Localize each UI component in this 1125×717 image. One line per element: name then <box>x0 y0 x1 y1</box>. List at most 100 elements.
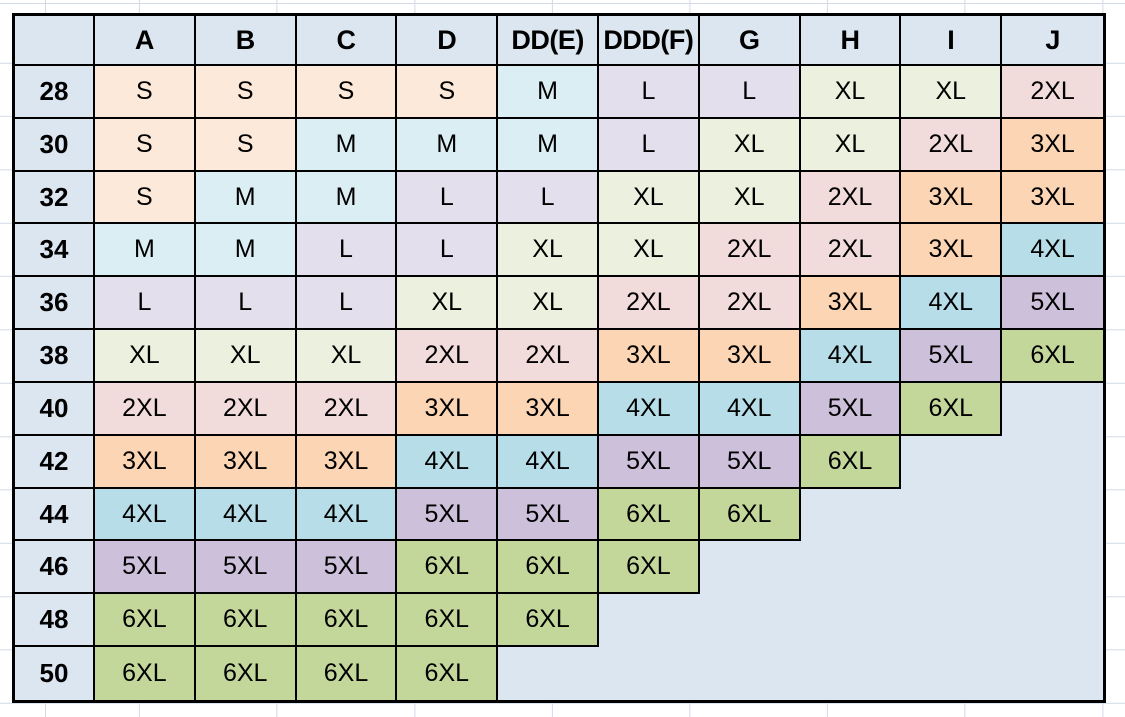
empty-cell <box>801 489 902 542</box>
size-cell-28-a: S <box>95 66 196 119</box>
row-label-36: 36 <box>15 277 95 331</box>
column-header-j: J <box>1002 16 1103 66</box>
size-cell-28-c: S <box>296 66 398 119</box>
empty-cell <box>700 541 801 594</box>
size-cell-40-g: 4XL <box>699 382 801 436</box>
size-cell-32-a: S <box>95 171 196 225</box>
size-cell-36-d: XL <box>397 277 499 331</box>
size-cell-30-d: M <box>397 118 499 172</box>
size-cell-44-a: 4XL <box>95 488 196 542</box>
size-cell-32-d: L <box>397 171 499 225</box>
empty-cell <box>1002 489 1103 542</box>
empty-cell <box>901 436 1002 489</box>
row-label-46: 46 <box>15 541 95 595</box>
size-cell-36-h: 3XL <box>800 277 902 331</box>
column-header-b: B <box>195 16 297 66</box>
size-cell-30-ddd(f): L <box>599 118 700 172</box>
size-cell-28-ddd(f): L <box>599 66 700 119</box>
size-cell-48-c: 6XL <box>296 594 398 648</box>
size-cell-32-b: M <box>195 171 297 225</box>
empty-cell <box>1002 383 1103 436</box>
row-label-42: 42 <box>15 435 95 489</box>
size-cell-30-h: XL <box>800 118 902 172</box>
size-cell-38-j: 6XL <box>1002 330 1103 383</box>
size-cell-36-j: 5XL <box>1002 277 1103 331</box>
row-label-30: 30 <box>15 118 95 172</box>
size-cell-32-dd(e): L <box>498 171 599 225</box>
size-cell-36-a: L <box>95 277 196 331</box>
size-cell-48-a: 6XL <box>95 594 196 648</box>
size-cell-38-b: XL <box>195 330 297 383</box>
empty-cell <box>599 647 700 700</box>
size-cell-38-h: 4XL <box>800 330 902 383</box>
size-cell-40-b: 2XL <box>195 382 297 436</box>
size-cell-32-ddd(f): XL <box>599 171 700 225</box>
column-header-i: I <box>901 16 1003 66</box>
size-cell-28-g: L <box>699 66 801 119</box>
size-cell-30-c: M <box>296 118 398 172</box>
size-cell-42-d: 4XL <box>397 435 499 489</box>
size-cell-34-dd(e): XL <box>498 224 599 278</box>
size-cell-42-c: 3XL <box>296 435 398 489</box>
empty-cell <box>1002 647 1103 700</box>
size-cell-34-i: 3XL <box>901 224 1003 278</box>
size-cell-30-b: S <box>195 118 297 172</box>
row-label-44: 44 <box>15 488 95 542</box>
size-cell-36-g: 2XL <box>699 277 801 331</box>
size-cell-34-b: M <box>195 224 297 278</box>
size-cell-34-a: M <box>95 224 196 278</box>
size-cell-32-g: XL <box>699 171 801 225</box>
empty-cell <box>801 541 902 594</box>
row-label-40: 40 <box>15 382 95 436</box>
size-cell-42-b: 3XL <box>195 435 297 489</box>
size-chart-table: A B C D DD(E) DDD(F) G H I J 28 S S S S M L L XL XL 2XL 30 S S M… <box>12 13 1106 703</box>
size-cell-30-j: 3XL <box>1002 118 1103 172</box>
size-cell-32-h: 2XL <box>800 171 902 225</box>
size-cell-28-i: XL <box>901 66 1003 119</box>
size-cell-46-c: 5XL <box>296 541 398 595</box>
empty-cell <box>1002 436 1103 489</box>
size-cell-30-g: XL <box>699 118 801 172</box>
empty-cell <box>901 647 1002 700</box>
size-cell-36-i: 4XL <box>901 277 1003 331</box>
size-cell-42-ddd(f): 5XL <box>599 435 700 489</box>
size-cell-50-c: 6XL <box>296 647 398 700</box>
empty-cell <box>801 594 902 647</box>
size-cell-34-g: 2XL <box>699 224 801 278</box>
size-cell-42-dd(e): 4XL <box>498 435 599 489</box>
size-cell-46-a: 5XL <box>95 541 196 595</box>
size-cell-50-a: 6XL <box>95 647 196 700</box>
column-header-dd(e): DD(E) <box>498 16 599 66</box>
size-cell-46-dd(e): 6XL <box>498 541 599 595</box>
size-cell-42-h: 6XL <box>800 435 902 489</box>
column-header-g: G <box>699 16 801 66</box>
size-cell-30-dd(e): M <box>498 118 599 172</box>
size-cell-34-ddd(f): XL <box>599 224 700 278</box>
size-cell-32-i: 3XL <box>901 171 1003 225</box>
size-cell-34-h: 2XL <box>800 224 902 278</box>
size-cell-44-b: 4XL <box>195 488 297 542</box>
size-cell-44-ddd(f): 6XL <box>599 488 700 542</box>
size-cell-34-j: 4XL <box>1002 224 1103 278</box>
size-cell-36-ddd(f): 2XL <box>599 277 700 331</box>
size-cell-48-dd(e): 6XL <box>498 594 599 648</box>
size-cell-28-j: 2XL <box>1002 66 1103 119</box>
size-cell-34-c: L <box>296 224 398 278</box>
empty-cell <box>901 541 1002 594</box>
size-cell-36-c: L <box>296 277 398 331</box>
row-label-50: 50 <box>15 647 95 700</box>
row-label-34: 34 <box>15 224 95 278</box>
size-cell-28-dd(e): M <box>498 66 599 119</box>
column-header-c: C <box>296 16 398 66</box>
size-cell-40-dd(e): 3XL <box>498 382 599 436</box>
empty-cell <box>599 594 700 647</box>
empty-cell <box>801 647 902 700</box>
empty-cell <box>901 489 1002 542</box>
size-cell-38-i: 5XL <box>901 330 1003 383</box>
size-cell-48-b: 6XL <box>195 594 297 648</box>
size-cell-28-h: XL <box>800 66 902 119</box>
size-cell-38-a: XL <box>95 330 196 383</box>
corner-cell <box>15 16 95 66</box>
size-cell-28-b: S <box>195 66 297 119</box>
column-header-d: D <box>397 16 499 66</box>
